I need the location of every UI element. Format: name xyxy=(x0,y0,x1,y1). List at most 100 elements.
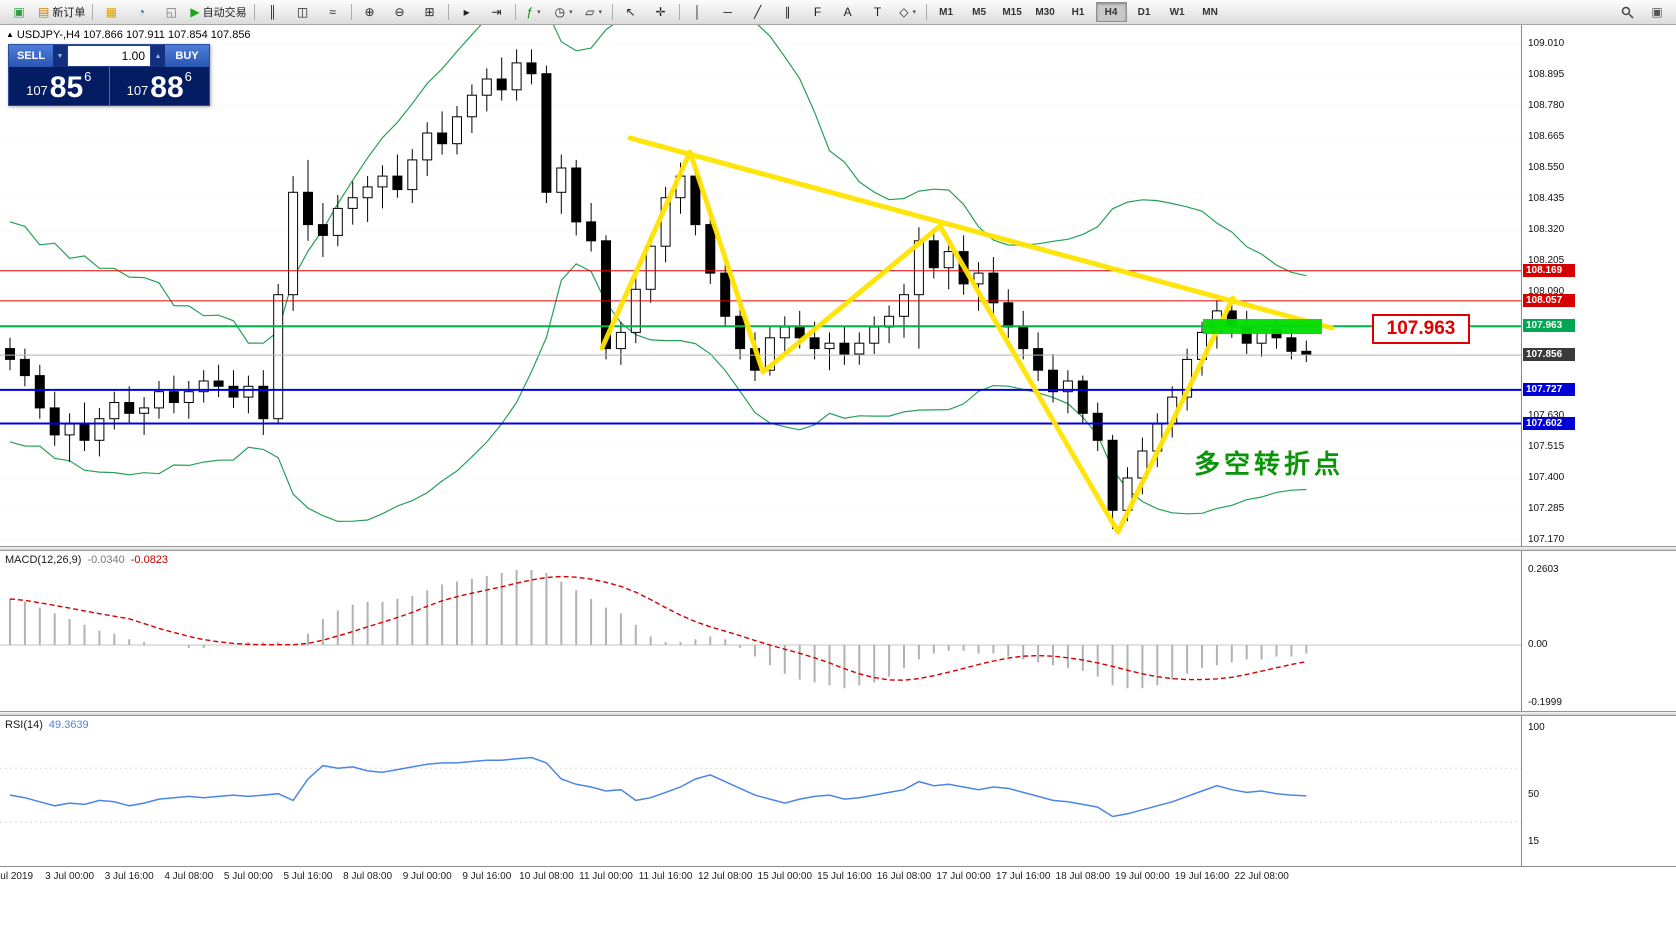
macd-tick-label: -0.1999 xyxy=(1528,696,1562,708)
auto-scroll-icon[interactable]: ▸ xyxy=(452,1,482,23)
charts-grid-icon[interactable]: ▦ xyxy=(96,1,126,23)
tile-windows-icon: ⊞ xyxy=(424,5,435,19)
dropdown-arrow-icon: ▾ xyxy=(598,9,602,16)
date-label: 3 Jul 00:00 xyxy=(45,871,95,882)
chart-title-text: USDJPY-,H4 107.866 107.911 107.854 107.8… xyxy=(16,29,251,41)
one-click-trading-panel: SELL ▼ 1.00 ▲ BUY 107 85 6 107 88 6 xyxy=(8,44,210,106)
lot-increase-button[interactable]: ▲ xyxy=(151,45,165,67)
date-label: 16 Jul 08:00 xyxy=(876,871,932,882)
time-axis[interactable]: 2 Jul 2019 3 Jul 00:00 3 Jul 16:00 4 Jul 08… xyxy=(0,866,1676,887)
tf-button-M30[interactable]: M30 xyxy=(1035,6,1055,18)
toolbar-separator xyxy=(350,4,352,20)
price-badge: 107.727 xyxy=(1523,382,1575,396)
tf-button-M1[interactable]: M1 xyxy=(939,6,954,18)
line-chart-icon: ≈ xyxy=(329,5,336,19)
tile-windows-icon[interactable]: ⊞ xyxy=(415,1,445,23)
date-label: 9 Jul 16:00 xyxy=(462,871,512,882)
autotrading-button[interactable]: ▶ 自动交易 xyxy=(186,1,250,23)
new-window-icon: ▣ xyxy=(1651,5,1663,19)
collapse-triangle-icon[interactable]: ▲ xyxy=(6,30,14,39)
macd-pane[interactable] xyxy=(0,551,1521,711)
pane-splitter[interactable] xyxy=(0,711,1676,716)
price-chart-pane[interactable] xyxy=(0,25,1521,546)
auto-scroll-icon: ▸ xyxy=(463,5,470,19)
buy-button[interactable]: BUY xyxy=(165,45,209,67)
price-axis[interactable]: 109.010 108.895 108.780 108.665 108.550 108.4… xyxy=(1521,25,1676,866)
text-label-icon[interactable]: T xyxy=(863,1,893,23)
date-label: 18 Jul 08:00 xyxy=(1055,871,1111,882)
date-label: 5 Jul 00:00 xyxy=(223,871,273,882)
price-tick-label: 109.010 xyxy=(1528,38,1565,49)
toolbar-separator xyxy=(678,4,680,20)
vertical-line-icon: │ xyxy=(693,5,702,19)
zoom-out-icon: ⊖ xyxy=(394,5,405,19)
toolbar-separator xyxy=(253,4,255,20)
bar-chart-icon[interactable]: ║ xyxy=(258,1,288,23)
shapes-icon: ◇ xyxy=(899,5,909,19)
new-order-button-label: 新订单 xyxy=(52,7,86,19)
tf-button-M5[interactable]: M5 xyxy=(972,6,987,18)
rsi-pane[interactable] xyxy=(0,716,1521,866)
charts-grid-icon: ▦ xyxy=(105,5,118,19)
date-label: 17 Jul 16:00 xyxy=(995,871,1051,882)
data-window-icon: ◱ xyxy=(165,5,178,19)
price-callout-object[interactable]: 107.963 xyxy=(1372,314,1470,344)
pane-splitter[interactable] xyxy=(0,546,1676,551)
shapes-icon[interactable]: ◇ ▾ xyxy=(893,1,923,23)
cursor-icon[interactable]: ↖ xyxy=(616,1,646,23)
tf-button-W1[interactable]: W1 xyxy=(1169,6,1185,18)
candlestick-chart-icon[interactable]: ◫ xyxy=(288,1,318,23)
price-tick-label: 108.895 xyxy=(1528,69,1565,80)
crosshair-icon[interactable]: ✛ xyxy=(646,1,676,23)
dropdown-arrow-icon: ▾ xyxy=(912,9,916,16)
tf-button-H4[interactable]: H4 xyxy=(1095,2,1127,22)
horizontal-line-icon[interactable]: ─ xyxy=(713,1,743,23)
periods-icon[interactable]: ◷ ▾ xyxy=(549,1,579,23)
buy-price[interactable]: 107 88 6 xyxy=(126,69,192,104)
date-label: 10 Jul 08:00 xyxy=(519,871,574,882)
price-tick-label: 107.630 xyxy=(1528,410,1565,421)
new-order-button[interactable]: ▤ 新订单 xyxy=(34,1,89,23)
text-icon[interactable]: A xyxy=(833,1,863,23)
tf-button-MN[interactable]: MN xyxy=(1202,6,1218,18)
dropdown-arrow-icon: ▾ xyxy=(569,9,573,16)
rsi-label: RSI(14) 49.3639 xyxy=(5,719,89,731)
fibonacci-icon[interactable]: F xyxy=(803,1,833,23)
price-tick-label: 108.435 xyxy=(1528,193,1565,204)
lot-size-input[interactable]: 1.00 xyxy=(67,45,151,67)
lot-decrease-button[interactable]: ▼ xyxy=(53,45,67,67)
horizontal-line-icon: ─ xyxy=(723,5,732,19)
turning-point-label[interactable]: 多空转折点 xyxy=(1194,449,1345,479)
terminal-icon[interactable]: ▣ xyxy=(4,1,34,23)
search-icon[interactable] xyxy=(1612,1,1642,23)
line-chart-icon[interactable]: ≈ xyxy=(318,1,348,23)
profiles-icon[interactable]: ◔ xyxy=(126,1,156,23)
chart-shift-icon[interactable]: ⇥ xyxy=(482,1,512,23)
tf-button-M15[interactable]: M15 xyxy=(1002,6,1022,18)
tf-button-D1[interactable]: D1 xyxy=(1137,6,1151,18)
price-badge: 107.963 xyxy=(1523,319,1575,333)
price-badge: 107.856 xyxy=(1523,348,1575,362)
price-tick-label: 107.285 xyxy=(1528,503,1565,514)
sell-price[interactable]: 107 85 6 xyxy=(9,67,110,105)
price-tick-label: 108.550 xyxy=(1528,162,1565,173)
templates-icon[interactable]: ▱ ▾ xyxy=(579,1,609,23)
channel-icon[interactable]: ∥ xyxy=(773,1,803,23)
rsi-tick-label: 50 xyxy=(1528,789,1540,801)
date-label: 12 Jul 08:00 xyxy=(697,871,753,882)
bar-chart-icon: ║ xyxy=(268,5,277,19)
data-window-icon[interactable]: ◱ xyxy=(156,1,186,23)
macd-label: MACD(12,26,9) -0.0340 -0.0823 xyxy=(5,554,169,566)
rsi-value: 49.3639 xyxy=(48,719,89,731)
sell-button[interactable]: SELL xyxy=(9,45,53,67)
tf-button-H1[interactable]: H1 xyxy=(1071,6,1085,18)
new-window-icon[interactable]: ▣ xyxy=(1642,1,1672,23)
toolbar-separator xyxy=(925,4,927,20)
zoom-in-icon[interactable]: ⊕ xyxy=(355,1,385,23)
trendline-icon[interactable]: ╱ xyxy=(743,1,773,23)
zoom-in-icon: ⊕ xyxy=(364,5,375,19)
zoom-out-icon[interactable]: ⊖ xyxy=(385,1,415,23)
macd-main-value: -0.0340 xyxy=(87,554,125,566)
indicators-icon[interactable]: ƒ ▾ xyxy=(519,1,549,23)
vertical-line-icon[interactable]: │ xyxy=(683,1,713,23)
